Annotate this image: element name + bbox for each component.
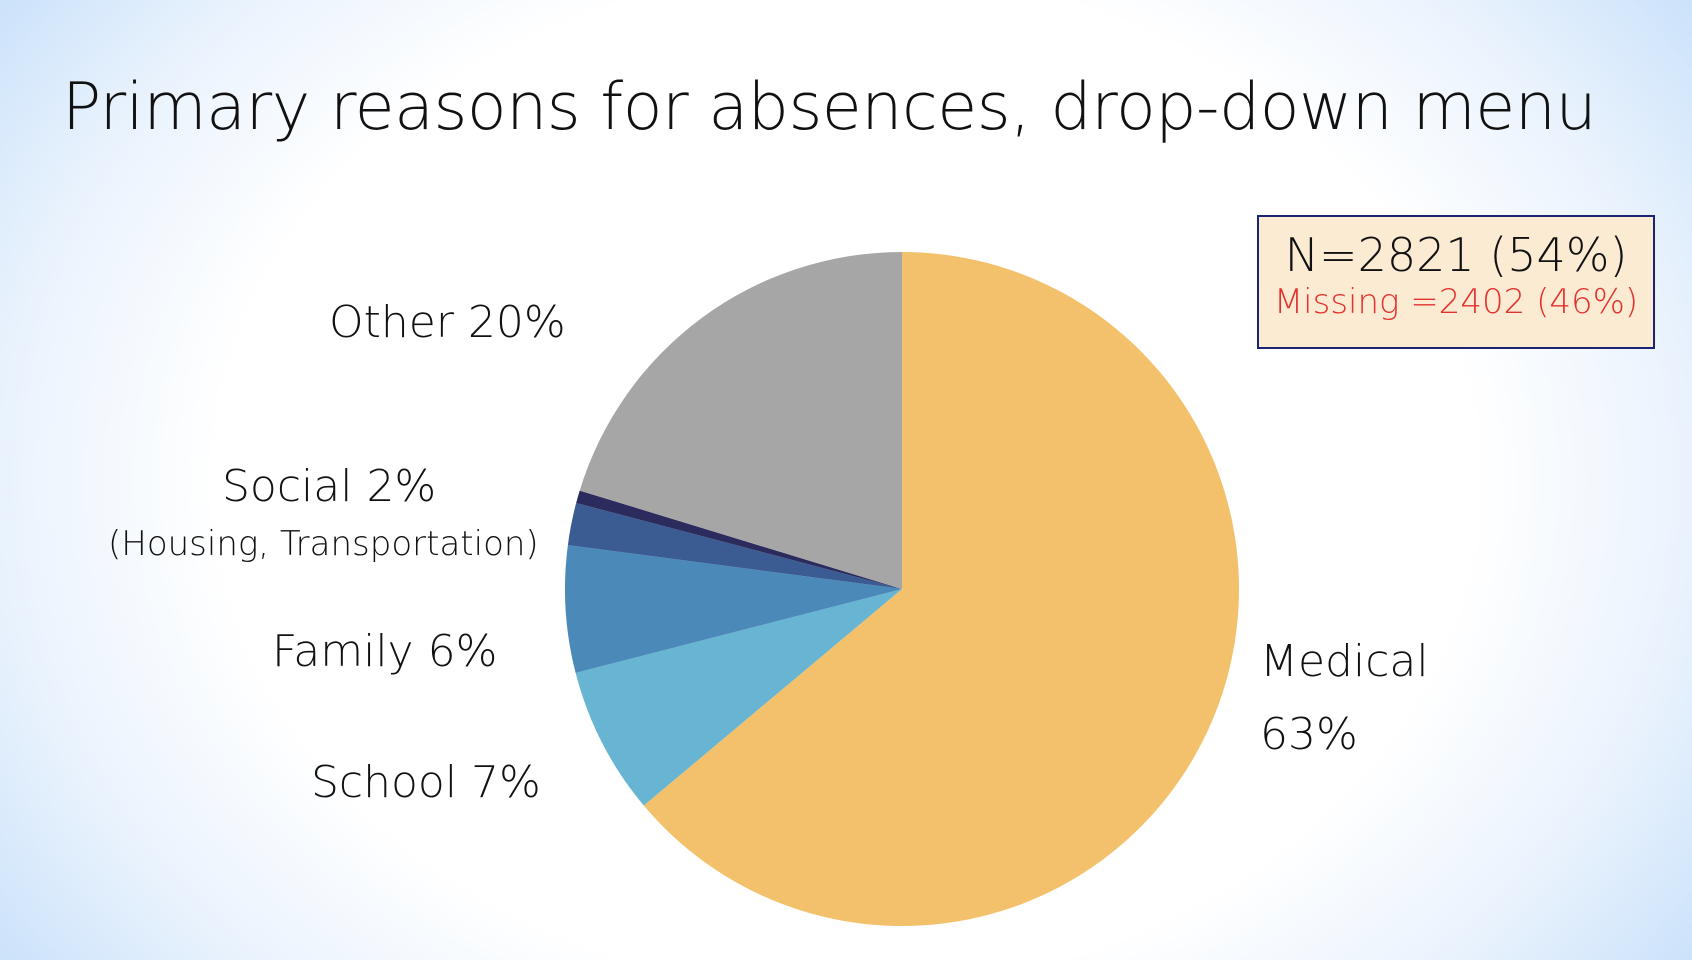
label-social: Social 2% xyxy=(222,461,437,512)
pie-slice-unlabeled-4 xyxy=(576,490,902,589)
missing-text: Missing =2402 (46%) xyxy=(1273,281,1639,322)
label-family: Family 6% xyxy=(272,626,498,677)
pie-slice-other xyxy=(579,251,902,589)
pie-slice-social xyxy=(567,502,902,589)
label-medical-pct: 63% xyxy=(1260,709,1358,760)
pie-slice-school xyxy=(575,589,902,806)
label-school: School 7% xyxy=(311,757,541,808)
pie-slice-family xyxy=(564,545,902,673)
sample-size-box: N=2821 (54%) Missing =2402 (46%) xyxy=(1257,215,1655,349)
pie-slice-medical xyxy=(643,252,1240,926)
sample-size-text: N=2821 (54%) xyxy=(1284,228,1628,282)
slide-title: Primary reasons for absences, drop-down … xyxy=(62,70,1597,145)
label-other: Other 20% xyxy=(329,297,566,348)
label-medical-name: Medical xyxy=(1260,636,1429,687)
label-social-sub: (Housing, Transportation) xyxy=(108,524,539,564)
